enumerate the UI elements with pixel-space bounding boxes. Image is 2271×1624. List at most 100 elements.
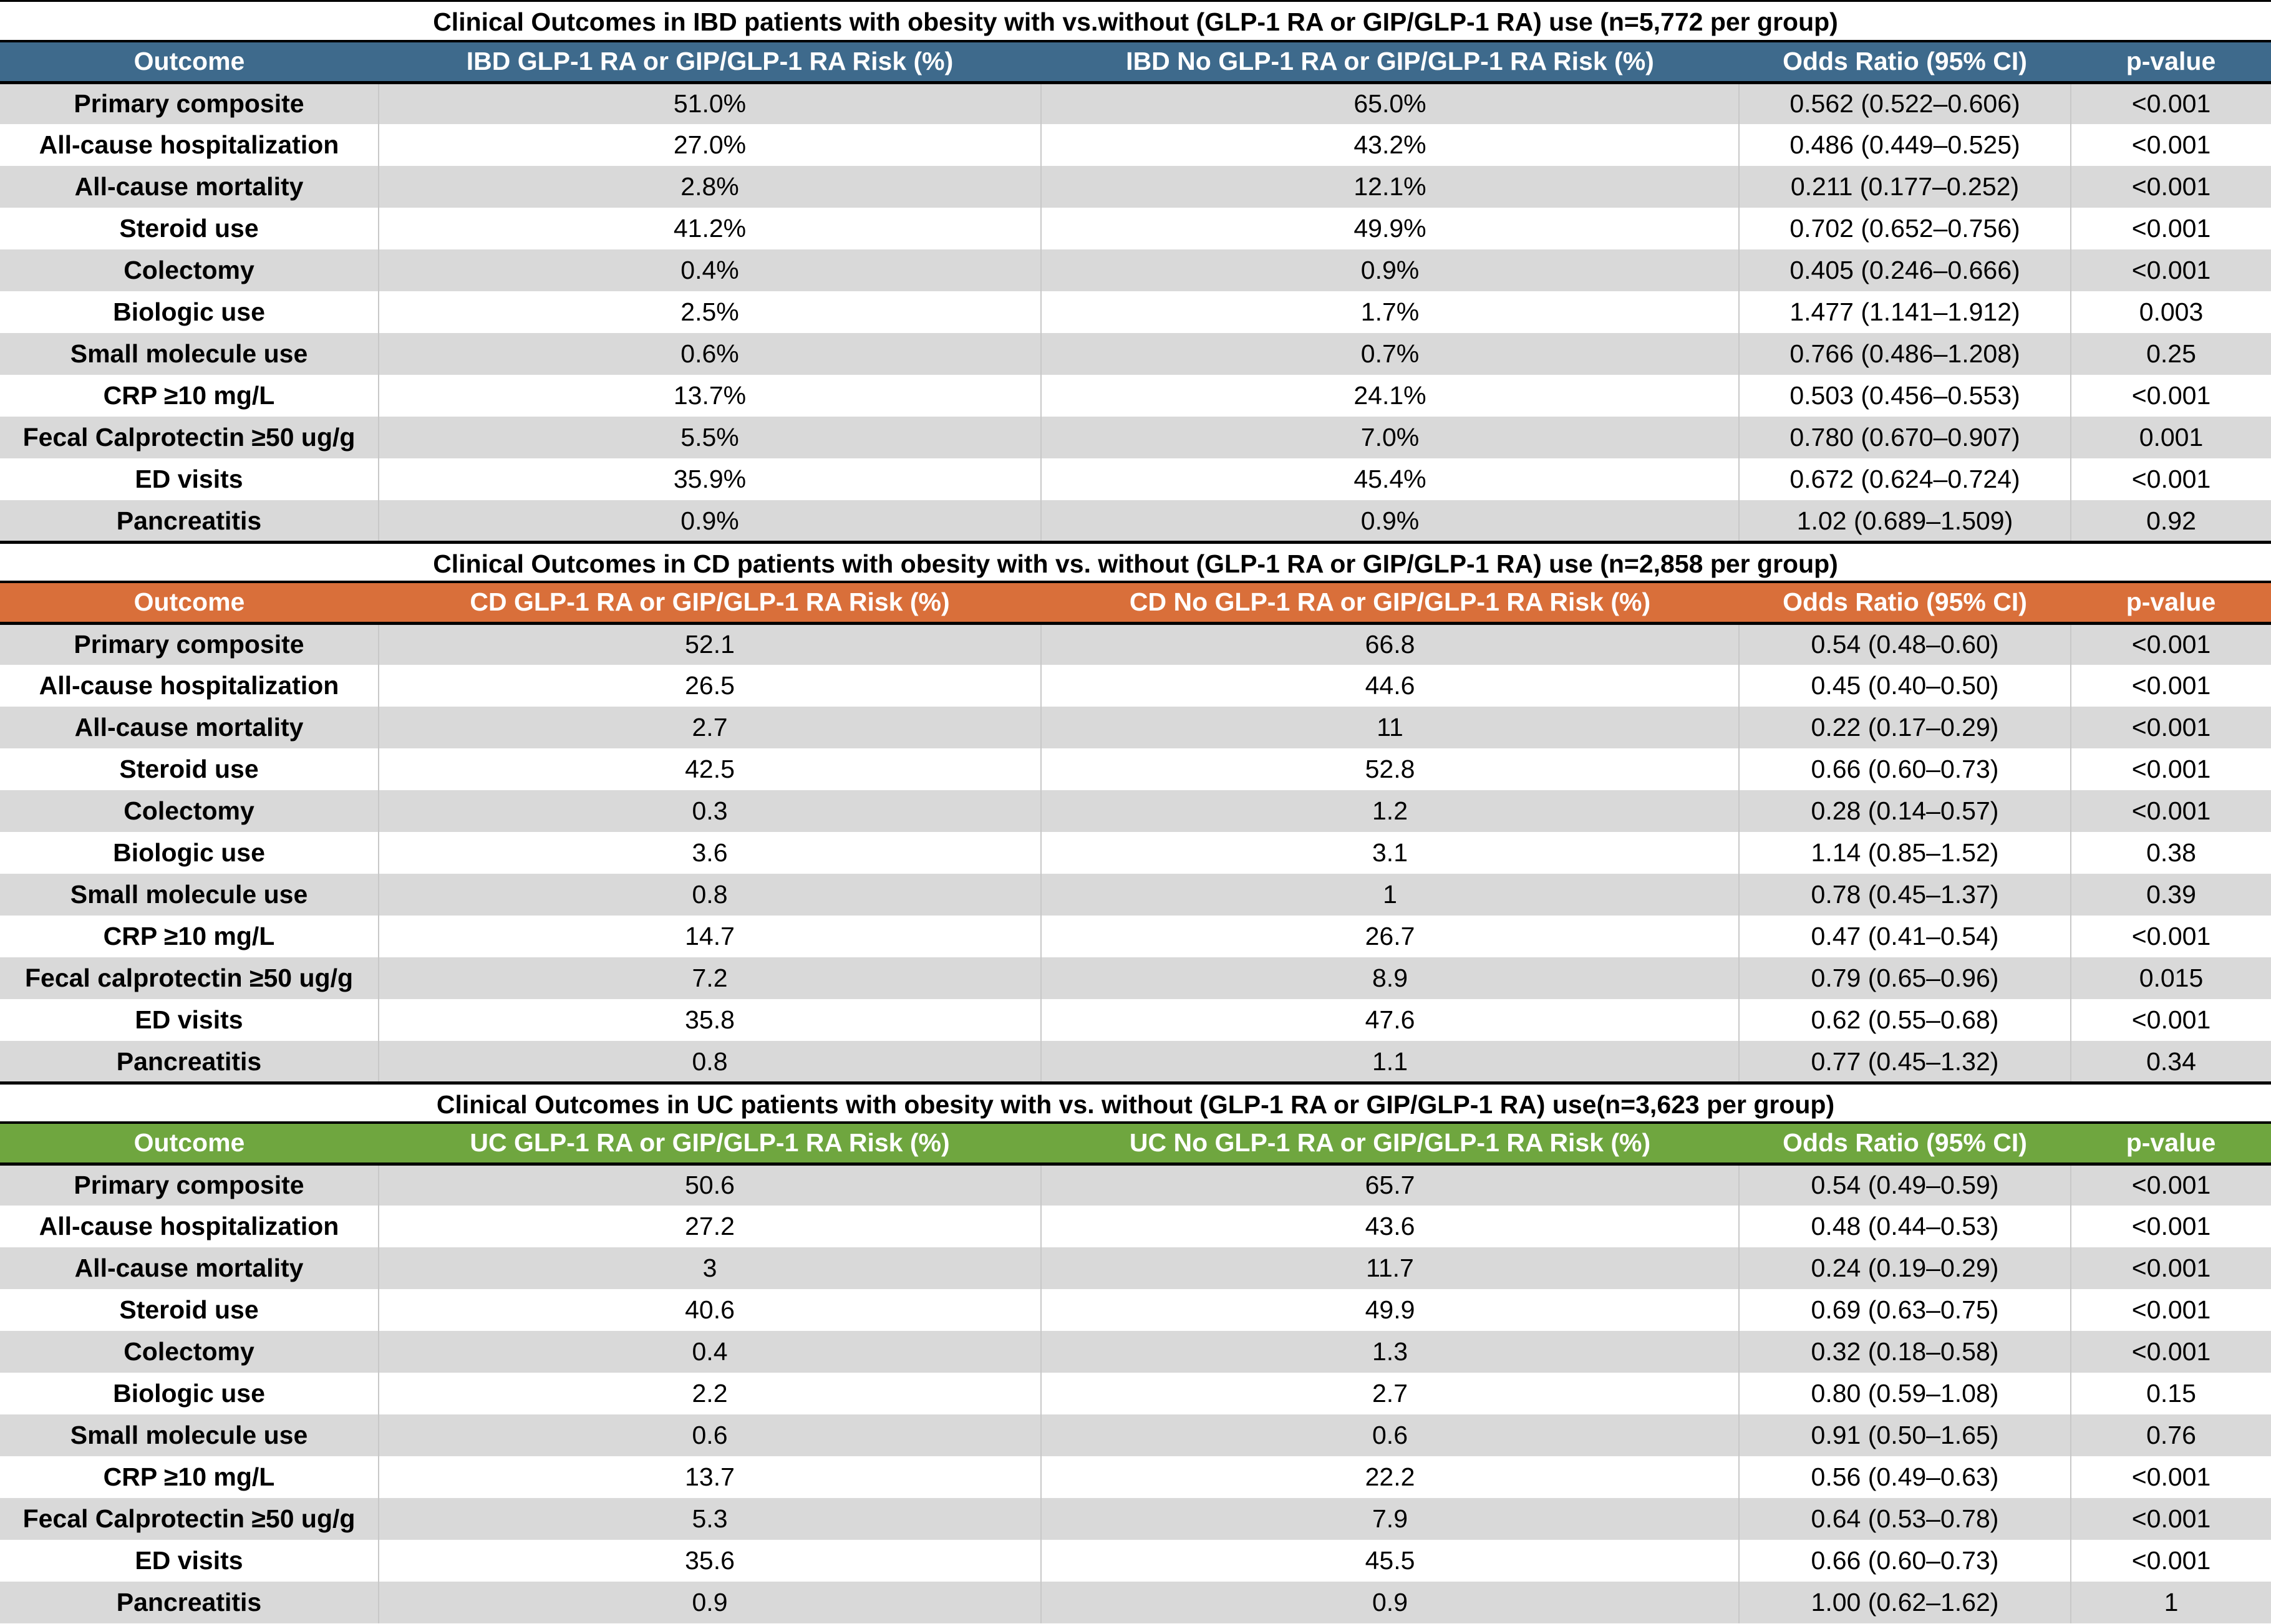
table-row: Small molecule use 0.8 1 0.78 (0.45–1.37) 0.… (0, 874, 2271, 916)
odds-ratio-cell: 0.48 (0.44–0.53) (1739, 1206, 2071, 1247)
outcome-cell: Primary composite (0, 623, 379, 665)
odds-ratio-cell: 0.77 (0.45–1.32) (1739, 1041, 2071, 1083)
treated-risk-cell: 0.8 (379, 1041, 1042, 1083)
table-row: Primary composite 52.1 66.8 0.54 (0.48–0.60… (0, 623, 2271, 665)
table-row: All-cause hospitalization 27.2 43.6 0.48 (0… (0, 1206, 2271, 1247)
treated-risk-cell: 0.6 (379, 1414, 1042, 1456)
p-value-cell: 0.001 (2139, 423, 2204, 452)
control-risk-cell: 3.1 (1041, 832, 1740, 874)
control-risk-cell: 1.2 (1041, 790, 1740, 832)
p-value-cell: <0.001 (2131, 1295, 2211, 1324)
control-risk-cell: 47.6 (1041, 999, 1740, 1041)
outcome-cell: All-cause mortality (0, 707, 379, 748)
p-value-cell: <0.001 (2131, 1005, 2211, 1034)
odds-ratio-cell: 0.45 (0.40–0.50) (1739, 665, 2071, 707)
outcome-cell: Biologic use (0, 1373, 379, 1414)
table-row: Pancreatitis 0.8 1.1 0.77 (0.45–1.32) 0.34 (0, 1041, 2271, 1083)
table-row: ED visits 35.8 47.6 0.62 (0.55–0.68) <0.001 (0, 999, 2271, 1041)
p-value-cell: <0.001 (2131, 713, 2211, 742)
p-value-cell: <0.001 (2131, 1504, 2211, 1533)
p-value-cell: <0.001 (2131, 1462, 2211, 1491)
outcomes-table-uc: Outcome UC GLP-1 RA or GIP/GLP-1 RA Risk … (0, 1121, 2271, 1623)
column-header: IBD No GLP-1 RA or GIP/GLP-1 RA Risk (%) (1041, 40, 1739, 84)
p-value-cell: <0.001 (2131, 381, 2211, 410)
outcome-cell: Fecal Calprotectin ≥50 ug/g (0, 1498, 379, 1540)
table-row: Fecal Calprotectin ≥50 ug/g 5.5% 7.0% 0.780… (0, 417, 2271, 458)
treated-risk-cell: 13.7 (379, 1456, 1042, 1498)
treated-risk-cell: 0.6% (379, 333, 1042, 375)
section-uc: Clinical Outcomes in UC patients with ob… (0, 1081, 2271, 1623)
odds-ratio-cell: 0.66 (0.60–0.73) (1739, 748, 2071, 790)
outcome-cell: Small molecule use (0, 1414, 379, 1456)
control-risk-cell: 24.1% (1041, 375, 1740, 417)
control-risk-cell: 0.6 (1041, 1414, 1740, 1456)
p-value-cell: <0.001 (2131, 465, 2211, 493)
treated-risk-cell: 0.3 (379, 790, 1042, 832)
column-header: Outcome (0, 581, 379, 625)
odds-ratio-cell: 0.56 (0.49–0.63) (1739, 1456, 2071, 1498)
p-value-cell: 0.39 (2146, 880, 2196, 909)
p-value-cell: <0.001 (2131, 1254, 2211, 1282)
header-row: Outcome CD GLP-1 RA or GIP/GLP-1 RA Risk … (0, 581, 2271, 625)
treated-risk-cell: 50.6 (379, 1164, 1042, 1206)
control-risk-cell: 65.0% (1041, 82, 1740, 124)
odds-ratio-cell: 0.66 (0.60–0.73) (1739, 1540, 2071, 1582)
p-value-cell: <0.001 (2131, 796, 2211, 825)
table-row: Primary composite 50.6 65.7 0.54 (0.49–0.59… (0, 1164, 2271, 1206)
table-row: ED visits 35.9% 45.4% 0.672 (0.624–0.724) <0… (0, 458, 2271, 500)
odds-ratio-cell: 0.47 (0.41–0.54) (1739, 916, 2071, 957)
table-row: Fecal calprotectin ≥50 ug/g 7.2 8.9 0.79 (0… (0, 957, 2271, 999)
treated-risk-cell: 0.9 (379, 1582, 1042, 1623)
odds-ratio-cell: 0.672 (0.624–0.724) (1739, 458, 2071, 500)
p-value-cell: <0.001 (2131, 130, 2211, 159)
control-risk-cell: 49.9% (1041, 208, 1740, 249)
treated-risk-cell: 52.1 (379, 623, 1042, 665)
control-risk-cell: 12.1% (1041, 166, 1740, 208)
odds-ratio-cell: 0.211 (0.177–0.252) (1739, 166, 2071, 208)
column-header: Odds Ratio (95% CI) (1739, 581, 2071, 625)
treated-risk-cell: 0.9% (379, 500, 1042, 542)
column-header: CD GLP-1 RA or GIP/GLP-1 RA Risk (%) (379, 581, 1041, 625)
odds-ratio-cell: 0.80 (0.59–1.08) (1739, 1373, 2071, 1414)
treated-risk-cell: 13.7% (379, 375, 1042, 417)
table-row: Biologic use 2.5% 1.7% 1.477 (1.141–1.912) 0… (0, 291, 2271, 333)
treated-risk-cell: 3 (379, 1247, 1042, 1289)
outcome-cell: All-cause mortality (0, 166, 379, 208)
odds-ratio-cell: 0.79 (0.65–0.96) (1739, 957, 2071, 999)
treated-risk-cell: 0.4% (379, 249, 1042, 291)
table-row: Biologic use 3.6 3.1 1.14 (0.85–1.52) 0.38 (0, 832, 2271, 874)
control-risk-cell: 43.2% (1041, 124, 1740, 166)
control-risk-cell: 45.5 (1041, 1540, 1740, 1582)
table-row: CRP ≥10 mg/L 14.7 26.7 0.47 (0.41–0.54) <0.0… (0, 916, 2271, 957)
p-value-cell: <0.001 (2131, 172, 2211, 201)
outcome-cell: Colectomy (0, 790, 379, 832)
odds-ratio-cell: 0.780 (0.670–0.907) (1739, 417, 2071, 458)
treated-risk-cell: 42.5 (379, 748, 1042, 790)
outcome-cell: Primary composite (0, 82, 379, 124)
control-risk-cell: 2.7 (1041, 1373, 1740, 1414)
treated-risk-cell: 5.3 (379, 1498, 1042, 1540)
outcomes-table-ibd: Outcome IBD GLP-1 RA or GIP/GLP-1 RA Risk… (0, 40, 2271, 542)
odds-ratio-cell: 0.486 (0.449–0.525) (1739, 124, 2071, 166)
outcome-cell: Pancreatitis (0, 500, 379, 542)
treated-risk-cell: 27.0% (379, 124, 1042, 166)
header-row: Outcome UC GLP-1 RA or GIP/GLP-1 RA Risk … (0, 1121, 2271, 1166)
odds-ratio-cell: 0.64 (0.53–0.78) (1739, 1498, 2071, 1540)
outcome-cell: Steroid use (0, 748, 379, 790)
treated-risk-cell: 3.6 (379, 832, 1042, 874)
odds-ratio-cell: 0.32 (0.18–0.58) (1739, 1331, 2071, 1373)
treated-risk-cell: 0.8 (379, 874, 1042, 916)
p-value-cell: <0.001 (2131, 89, 2211, 118)
p-value-cell: 1 (2164, 1588, 2179, 1617)
section-title: Clinical Outcomes in IBD patients with o… (0, 0, 2271, 40)
control-risk-cell: 1.7% (1041, 291, 1740, 333)
control-risk-cell: 43.6 (1041, 1206, 1740, 1247)
odds-ratio-cell: 0.78 (0.45–1.37) (1739, 874, 2071, 916)
control-risk-cell: 45.4% (1041, 458, 1740, 500)
outcome-cell: Biologic use (0, 832, 379, 874)
table-row: Steroid use 42.5 52.8 0.66 (0.60–0.73) <0.00… (0, 748, 2271, 790)
treated-risk-cell: 0.4 (379, 1331, 1042, 1373)
control-risk-cell: 11.7 (1041, 1247, 1740, 1289)
odds-ratio-cell: 0.503 (0.456–0.553) (1739, 375, 2071, 417)
control-risk-cell: 26.7 (1041, 916, 1740, 957)
